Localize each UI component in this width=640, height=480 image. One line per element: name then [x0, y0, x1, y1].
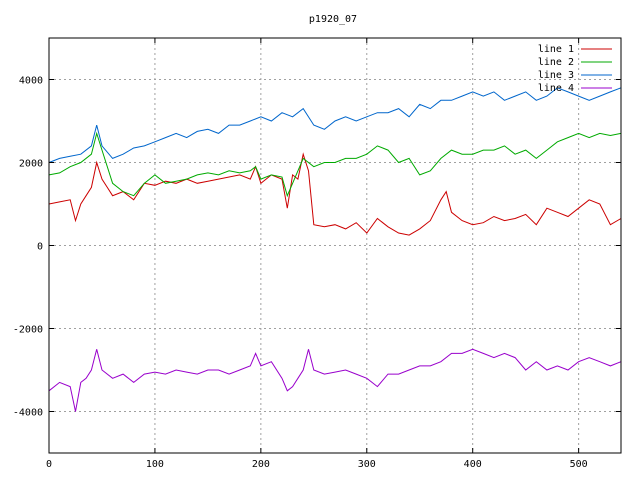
y-tick-label: -4000 [13, 408, 43, 419]
y-tick-label: 4000 [19, 76, 43, 87]
series-line-2 [48, 131, 622, 198]
y-tick-label: 0 [37, 242, 43, 253]
series-line-3 [48, 87, 622, 163]
x-tick-label: 300 [358, 459, 376, 470]
x-tick-label: 200 [252, 459, 270, 470]
axes: 0 100 200 300 400 500 -4000 -2000 0 2000 4000 [13, 38, 621, 470]
chart-title: p1920_07 [309, 14, 357, 25]
series-line-1 [48, 152, 622, 236]
x-tick-label: 500 [570, 459, 588, 470]
y-tick-label: -2000 [13, 325, 43, 336]
y-tick-label: 2000 [19, 159, 43, 170]
legend-label-2: line 2 [538, 57, 574, 68]
series-layer [48, 87, 622, 412]
legend: line 1 line 2 line 3 line 4 [538, 44, 612, 94]
x-tick-label: 100 [146, 459, 164, 470]
grid-lines [49, 38, 621, 453]
series-line-4 [48, 348, 622, 412]
x-tick-label: 0 [46, 459, 52, 470]
legend-label-3: line 3 [538, 70, 574, 81]
x-tick-label: 400 [464, 459, 482, 470]
legend-label-1: line 1 [538, 44, 574, 55]
legend-label-4: line 4 [538, 83, 574, 94]
